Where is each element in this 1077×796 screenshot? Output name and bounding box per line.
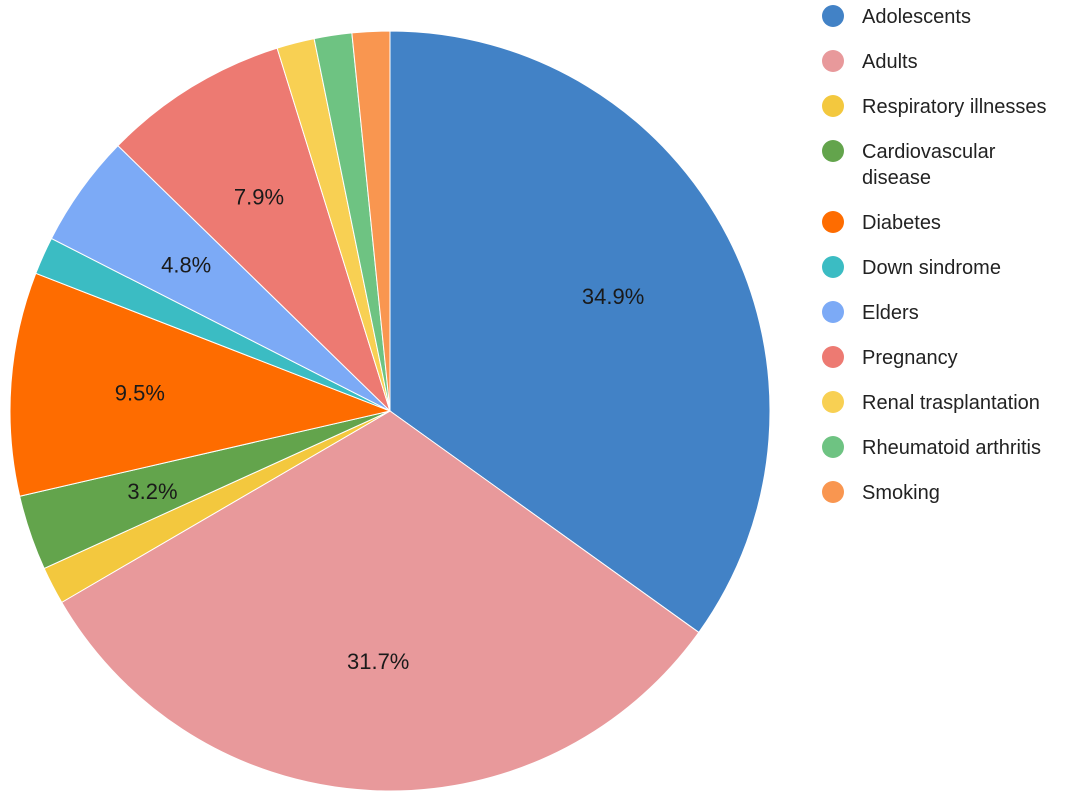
legend-item: Diabetes (822, 210, 1072, 236)
pie-slice-pregnancy (117, 47, 391, 412)
legend-label: Diabetes (862, 212, 941, 234)
legend-swatch (822, 256, 844, 278)
pie-slice-adults (61, 410, 700, 792)
legend-label: Renal trasplantation (862, 392, 1040, 414)
legend-item: Elders (822, 300, 1072, 326)
legend-label: Cardiovascular disease (862, 141, 996, 189)
pie-slice-smoking (351, 30, 391, 412)
legend-label: Elders (862, 302, 919, 324)
slice-label-cardiovascular-disease: 3.2% (127, 479, 177, 504)
legend-label: Rheumatoid arthritis (862, 437, 1041, 459)
pie-slice-labels: 34.9% 31.7% 3.2% 9.5% 4.8% 7.9% (115, 185, 645, 674)
legend-item: Adolescents (822, 4, 1072, 30)
legend-item: Rheumatoid arthritis (822, 435, 1072, 461)
legend-swatch (822, 391, 844, 413)
slice-label-elders: 4.8% (161, 252, 211, 277)
slice-label-diabetes: 9.5% (115, 380, 165, 405)
legend-swatch (822, 211, 844, 233)
legend-item: Down sindrome (822, 255, 1072, 281)
slice-label-pregnancy: 7.9% (234, 185, 284, 210)
legend-swatch (822, 140, 844, 162)
pie-slice-diabetes (9, 272, 392, 497)
legend-item: Renal trasplantation (822, 390, 1072, 416)
legend-item: Respiratory illnesses (822, 94, 1072, 120)
legend-label: Smoking (862, 482, 940, 504)
pie-slice-adolescents (389, 30, 771, 634)
legend-swatch (822, 95, 844, 117)
pie-chart: 34.9% 31.7% 3.2% 9.5% 4.8% 7.9% (9, 30, 771, 792)
legend-item: Adults (822, 49, 1072, 75)
slice-label-adults: 31.7% (347, 649, 409, 674)
legend-swatch (822, 346, 844, 368)
legend-item: Pregnancy (822, 345, 1072, 371)
legend-item: Cardiovascular disease (822, 139, 1072, 191)
legend-label: Down sindrome (862, 257, 1001, 279)
legend-label: Adults (862, 51, 918, 73)
legend-swatch (822, 481, 844, 503)
legend-swatch (822, 301, 844, 323)
legend: Adolescents Adults Respiratory illnesses Ca… (822, 4, 1072, 525)
legend-label: Pregnancy (862, 347, 958, 369)
pie-slices (9, 30, 771, 792)
legend-swatch (822, 50, 844, 72)
slice-label-adolescents: 34.9% (582, 284, 644, 309)
legend-label: Adolescents (862, 6, 971, 28)
legend-swatch (822, 436, 844, 458)
legend-item: Smoking (822, 480, 1072, 506)
legend-label: Respiratory illnesses (862, 96, 1047, 118)
legend-swatch (822, 5, 844, 27)
